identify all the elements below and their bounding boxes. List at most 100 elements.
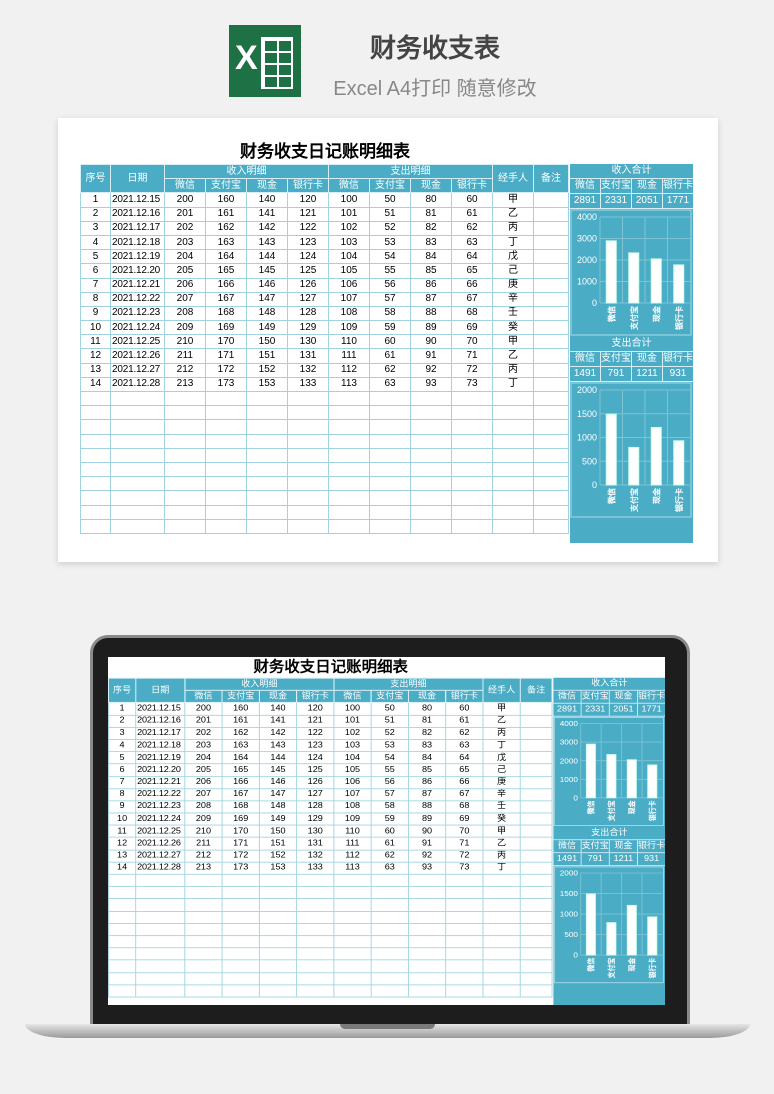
- table-cell[interactable]: 212: [184, 849, 223, 863]
- table-cell[interactable]: 2021.12.18: [135, 739, 186, 753]
- table-cell[interactable]: 73: [451, 376, 493, 393]
- empty-cell[interactable]: [205, 433, 247, 449]
- table-cell[interactable]: 123: [287, 234, 329, 251]
- empty-cell[interactable]: [519, 922, 553, 937]
- table-cell[interactable]: 121: [296, 714, 335, 728]
- empty-cell[interactable]: [333, 935, 372, 949]
- empty-cell[interactable]: [205, 504, 247, 520]
- table-cell[interactable]: 60: [369, 334, 411, 350]
- table-cell[interactable]: 72: [451, 362, 493, 378]
- empty-cell[interactable]: [184, 971, 223, 986]
- table-cell[interactable]: 54: [369, 249, 411, 265]
- table-cell[interactable]: 14: [80, 376, 111, 393]
- table-cell[interactable]: 82: [410, 220, 452, 236]
- empty-cell[interactable]: [482, 910, 521, 924]
- table-cell[interactable]: 2021.12.28: [135, 861, 186, 875]
- table-cell[interactable]: 65: [451, 263, 493, 279]
- table-cell[interactable]: 143: [246, 234, 288, 251]
- table-cell[interactable]: 11: [80, 334, 111, 350]
- table-cell[interactable]: 2021.12.21: [135, 775, 186, 789]
- table-cell[interactable]: 124: [287, 249, 329, 265]
- empty-cell[interactable]: [80, 419, 111, 435]
- table-cell[interactable]: 4: [80, 234, 111, 251]
- table-cell[interactable]: 50: [370, 702, 409, 716]
- table-cell-note[interactable]: [533, 334, 569, 350]
- table-cell[interactable]: 127: [296, 788, 335, 802]
- empty-cell[interactable]: [246, 461, 288, 478]
- table-cell[interactable]: 169: [221, 812, 260, 826]
- empty-cell[interactable]: [246, 405, 288, 421]
- table-cell[interactable]: 171: [221, 837, 260, 851]
- empty-cell[interactable]: [205, 518, 247, 534]
- table-cell[interactable]: 13: [80, 362, 111, 378]
- empty-cell[interactable]: [407, 959, 447, 973]
- empty-cell[interactable]: [369, 390, 411, 407]
- table-cell[interactable]: 12: [108, 837, 137, 851]
- table-cell-note[interactable]: [533, 376, 569, 393]
- table-cell[interactable]: 93: [407, 861, 447, 875]
- table-cell[interactable]: 55: [370, 763, 409, 777]
- empty-cell[interactable]: [410, 461, 452, 478]
- table-cell[interactable]: 106: [328, 277, 370, 293]
- empty-cell[interactable]: [533, 447, 569, 463]
- table-cell[interactable]: 8: [108, 788, 137, 802]
- table-cell-note[interactable]: [519, 714, 553, 728]
- table-cell[interactable]: 66: [445, 775, 484, 789]
- empty-cell[interactable]: [108, 898, 137, 912]
- table-cell[interactable]: 2021.12.28: [110, 376, 165, 393]
- empty-cell[interactable]: [205, 490, 247, 506]
- empty-cell[interactable]: [80, 390, 111, 407]
- empty-cell[interactable]: [108, 971, 137, 986]
- empty-cell[interactable]: [407, 922, 447, 937]
- table-cell[interactable]: 60: [451, 192, 493, 208]
- table-cell[interactable]: 甲: [482, 702, 521, 716]
- table-cell-note[interactable]: [519, 763, 553, 777]
- empty-cell[interactable]: [451, 447, 493, 463]
- empty-cell[interactable]: [482, 947, 521, 961]
- empty-cell[interactable]: [164, 476, 206, 492]
- table-cell[interactable]: 205: [164, 263, 206, 279]
- empty-cell[interactable]: [451, 504, 493, 520]
- empty-cell[interactable]: [492, 419, 534, 435]
- empty-cell[interactable]: [108, 886, 137, 900]
- table-cell-note[interactable]: [533, 249, 569, 265]
- empty-cell[interactable]: [519, 947, 553, 961]
- table-cell[interactable]: 58: [369, 305, 411, 322]
- table-cell-note[interactable]: [533, 362, 569, 378]
- empty-cell[interactable]: [135, 898, 186, 912]
- empty-cell[interactable]: [110, 504, 165, 520]
- table-cell[interactable]: 60: [445, 702, 484, 716]
- empty-cell[interactable]: [164, 490, 206, 506]
- table-cell[interactable]: 107: [333, 788, 372, 802]
- table-cell[interactable]: 2021.12.21: [110, 277, 165, 293]
- empty-cell[interactable]: [451, 405, 493, 421]
- empty-cell[interactable]: [258, 873, 298, 887]
- table-cell[interactable]: 153: [258, 861, 298, 875]
- empty-cell[interactable]: [533, 419, 569, 435]
- empty-cell[interactable]: [258, 922, 298, 937]
- empty-cell[interactable]: [451, 518, 493, 534]
- empty-cell[interactable]: [328, 504, 370, 520]
- table-cell[interactable]: 2021.12.27: [135, 849, 186, 863]
- empty-cell[interactable]: [333, 873, 372, 887]
- empty-cell[interactable]: [533, 476, 569, 492]
- empty-cell[interactable]: [296, 922, 335, 937]
- table-cell[interactable]: 208: [164, 305, 206, 322]
- empty-cell[interactable]: [108, 947, 137, 961]
- table-cell[interactable]: 209: [184, 812, 223, 826]
- table-cell[interactable]: 130: [296, 824, 335, 838]
- empty-cell[interactable]: [296, 935, 335, 949]
- table-cell[interactable]: 170: [205, 334, 247, 350]
- empty-cell[interactable]: [287, 447, 329, 463]
- empty-cell[interactable]: [328, 490, 370, 506]
- empty-cell[interactable]: [451, 419, 493, 435]
- empty-cell[interactable]: [184, 898, 223, 912]
- table-cell[interactable]: 150: [246, 334, 288, 350]
- table-cell[interactable]: 61: [451, 206, 493, 222]
- table-cell[interactable]: 81: [410, 206, 452, 222]
- table-cell[interactable]: 142: [258, 726, 298, 740]
- table-cell[interactable]: 2: [108, 714, 137, 728]
- empty-cell[interactable]: [296, 984, 335, 998]
- table-cell[interactable]: 211: [184, 837, 223, 851]
- table-cell[interactable]: 142: [246, 220, 288, 236]
